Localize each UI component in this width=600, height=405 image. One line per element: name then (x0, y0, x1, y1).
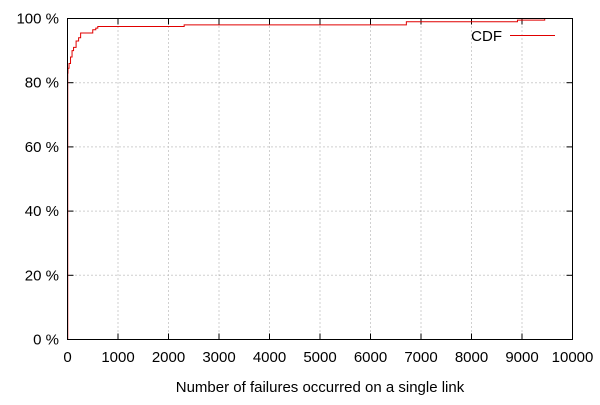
y-tick-label: 0 % (33, 332, 59, 349)
x-tick-label: 6000 (354, 349, 387, 366)
y-tick-label: 20 % (25, 267, 59, 284)
series-layer (67, 18, 544, 339)
y-tick-label: 80 % (25, 75, 59, 92)
x-tick-label: 8000 (455, 349, 488, 366)
x-tick-label: 9000 (505, 349, 538, 366)
legend: CDF (471, 28, 555, 45)
axis-ticks: 0 1000 2000 3000 4000 5000 6000 7000 8000 9000 100… (16, 11, 593, 367)
x-tick-label: 7000 (404, 349, 437, 366)
x-tick-label: 5000 (303, 349, 336, 366)
legend-label-cdf: CDF (471, 28, 502, 45)
series-line-cdf (68, 19, 545, 340)
x-tick-label: 10000 (552, 349, 594, 366)
x-tick-label: 0 (63, 349, 71, 366)
x-tick-label: 2000 (152, 349, 185, 366)
x-tick-label: 3000 (202, 349, 235, 366)
y-tick-label: 40 % (25, 203, 59, 220)
x-axis-label: Number of failures occurred on a single … (176, 379, 465, 396)
x-tick-label: 1000 (101, 349, 134, 366)
y-tick-label: 100 % (16, 11, 59, 28)
grid (68, 19, 573, 340)
y-tick-label: 60 % (25, 139, 59, 156)
x-tick-label: 4000 (253, 349, 286, 366)
